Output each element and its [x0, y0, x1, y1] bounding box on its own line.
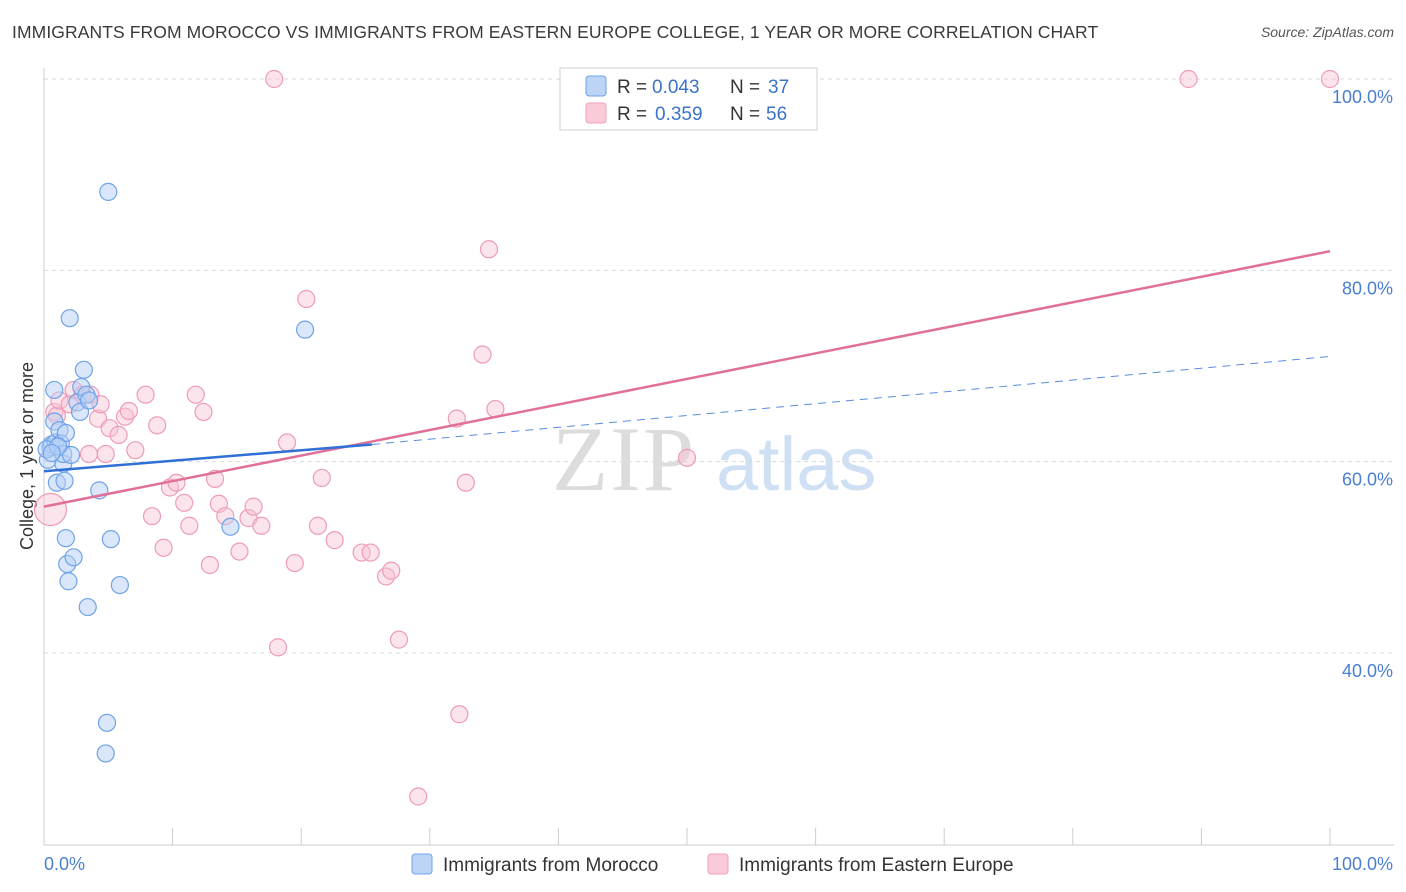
data-point-eastern-europe — [285, 553, 304, 573]
data-point-eastern-europe — [308, 516, 328, 535]
trendline-morocco-extrapolated — [371, 355, 1331, 445]
data-point-eastern-europe — [186, 385, 205, 404]
data-point-morocco — [61, 445, 81, 465]
data-point-eastern-europe — [677, 448, 697, 467]
trendline-morocco — [43, 443, 373, 473]
legend-r-value-eastern-europe: 0.359 — [655, 104, 703, 125]
data-point-eastern-europe — [1179, 69, 1198, 89]
data-point-eastern-europe — [96, 444, 115, 464]
gridlines — [44, 78, 1394, 654]
data-point-eastern-europe — [473, 345, 492, 364]
data-point-eastern-europe — [244, 497, 263, 516]
data-point-eastern-europe — [382, 561, 401, 580]
data-point-eastern-europe — [142, 507, 162, 526]
series-eastern-europe-points — [33, 69, 1340, 806]
data-point-morocco — [45, 380, 64, 400]
data-point-eastern-europe — [148, 416, 167, 435]
data-point-eastern-europe — [409, 787, 428, 806]
watermark: ZIP atlas — [552, 408, 877, 510]
data-point-eastern-europe — [479, 240, 499, 259]
series-legend-label-eastern-europe: Immigrants from Eastern Europe — [739, 855, 1014, 876]
source-credit: Source: ZipAtlas.com — [1260, 24, 1394, 40]
data-point-morocco — [110, 575, 129, 595]
data-point-eastern-europe — [79, 444, 99, 464]
legend-n-label-eastern-europe: N = — [730, 104, 760, 125]
series-legend-swatch-eastern-europe — [707, 853, 729, 875]
data-point-eastern-europe — [33, 492, 68, 527]
data-point-eastern-europe — [361, 543, 380, 562]
data-point-eastern-europe — [376, 567, 396, 586]
trendlines — [43, 249, 1331, 508]
data-point-eastern-europe — [126, 441, 145, 460]
data-point-eastern-europe — [119, 401, 138, 421]
series-legend-swatch-morocco — [411, 853, 433, 875]
x-tick-labels: 0.0% 100.0% — [44, 854, 1393, 874]
data-point-eastern-europe — [175, 493, 194, 512]
legend-r-value-morocco: 0.043 — [652, 77, 700, 98]
y-tick-label: 80.0% — [1342, 278, 1393, 298]
data-point-eastern-europe — [325, 531, 344, 550]
data-point-morocco — [55, 471, 74, 490]
data-point-eastern-europe — [180, 516, 199, 535]
data-point-morocco — [96, 744, 115, 763]
series-legend-label-morocco: Immigrants from Morocco — [443, 855, 658, 876]
data-point-eastern-europe — [136, 385, 155, 404]
series-legend: Immigrants from Morocco Immigrants from … — [411, 853, 1014, 876]
data-point-eastern-europe — [100, 419, 119, 438]
y-tick-label: 60.0% — [1342, 470, 1393, 490]
legend-r-label-eastern-europe: R = — [617, 104, 647, 125]
watermark-atlas: atlas — [716, 422, 877, 507]
data-point-morocco — [56, 423, 75, 443]
legend-n-value-morocco: 37 — [768, 77, 789, 98]
y-tick-labels: 40.0% 60.0% 80.0% 100.0% — [1332, 87, 1393, 681]
data-point-eastern-europe — [277, 433, 297, 452]
legend-n-value-eastern-europe: 56 — [766, 104, 787, 125]
data-point-eastern-europe — [252, 516, 271, 535]
x-ticks — [172, 828, 1331, 845]
data-point-morocco — [295, 320, 315, 339]
legend-swatch-eastern-europe — [585, 102, 607, 124]
data-point-eastern-europe — [456, 473, 475, 492]
y-axis-title: College, 1 year or more — [17, 362, 37, 550]
data-point-eastern-europe — [389, 630, 409, 649]
legend-r-label-morocco: R = — [617, 77, 647, 98]
data-point-eastern-europe — [450, 705, 469, 724]
data-point-eastern-europe — [312, 468, 331, 488]
data-point-morocco — [42, 443, 61, 463]
data-point-eastern-europe — [200, 555, 219, 575]
data-point-morocco — [79, 391, 99, 410]
data-point-morocco — [64, 548, 83, 567]
data-point-eastern-europe — [268, 638, 288, 657]
watermark-zip: ZIP — [552, 408, 696, 510]
data-point-eastern-europe — [1320, 69, 1340, 89]
data-point-morocco — [74, 360, 93, 379]
stats-legend: R = 0.043 N = 37 R = 0.359 N = 56 — [559, 67, 818, 131]
chart-title: IMMIGRANTS FROM MOROCCO VS IMMIGRANTS FR… — [12, 22, 1099, 42]
data-point-morocco — [97, 713, 117, 732]
x-tick-label: 100.0% — [1332, 854, 1393, 874]
y-tick-label: 100.0% — [1332, 87, 1393, 107]
data-point-eastern-europe — [230, 542, 249, 561]
y-tick-label: 40.0% — [1342, 661, 1393, 681]
data-point-morocco — [56, 529, 75, 548]
data-point-morocco — [78, 597, 97, 617]
data-point-morocco — [221, 517, 240, 536]
legend-n-label-morocco: N = — [730, 77, 760, 98]
data-point-morocco — [99, 182, 118, 201]
x-tick-label: 0.0% — [44, 854, 85, 874]
data-point-morocco — [59, 572, 78, 591]
trendline-eastern-europe — [43, 249, 1331, 508]
data-point-eastern-europe — [109, 425, 128, 444]
data-point-eastern-europe — [297, 289, 316, 309]
data-point-eastern-europe — [154, 538, 173, 557]
data-point-eastern-europe — [194, 402, 213, 422]
data-point-morocco — [60, 309, 79, 328]
data-point-eastern-europe — [265, 69, 284, 89]
data-point-morocco — [101, 530, 120, 549]
legend-swatch-morocco — [585, 75, 607, 97]
